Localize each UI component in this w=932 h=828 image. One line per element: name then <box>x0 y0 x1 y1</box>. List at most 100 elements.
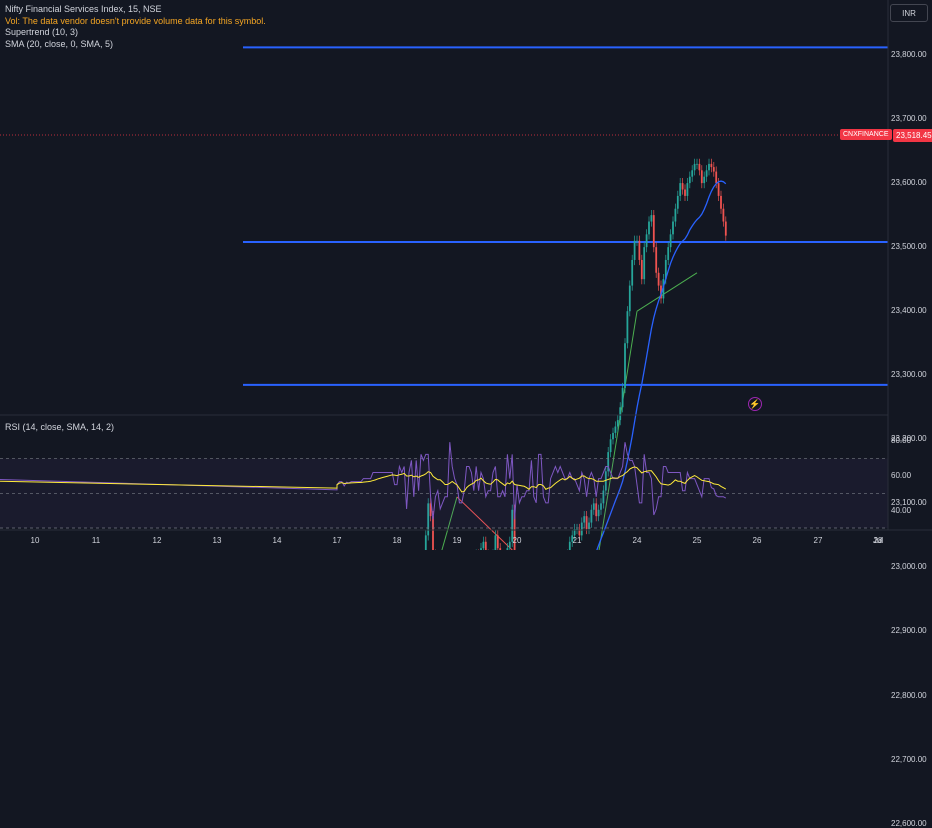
price-tick: 23,600.00 <box>891 178 927 188</box>
chart-canvas[interactable] <box>0 0 932 550</box>
candle-body <box>609 439 612 453</box>
candle-body <box>722 208 725 222</box>
price-tick: 23,800.00 <box>891 50 927 59</box>
candle-body <box>628 285 631 312</box>
candle-body <box>511 509 514 542</box>
candle-body <box>432 516 434 550</box>
candle-body <box>573 528 576 536</box>
candle-body <box>616 420 619 427</box>
candle-body <box>494 535 497 550</box>
candle-body <box>712 167 715 172</box>
candle-body <box>619 407 622 421</box>
time-axis[interactable]: 10 11 12 13 14 17 18 19 20 21 24 25 26 27 28 Jul <box>0 530 888 550</box>
chart-legend[interactable]: Nifty Financial Services Index, 15, NSE … <box>5 4 266 50</box>
candle-body <box>571 535 574 542</box>
time-tick: 11 <box>91 536 101 545</box>
candle-body <box>508 541 511 549</box>
symbol-badge: CNXFINANCE <box>840 129 892 140</box>
candle-body <box>703 176 706 184</box>
candle-body <box>643 247 646 280</box>
candle-body <box>698 163 701 171</box>
candle-body <box>655 247 658 273</box>
price-tick: 23,200.00 <box>891 434 927 444</box>
last-price-badge: 23,518.45 <box>893 129 932 142</box>
time-tick: 17 <box>332 536 342 545</box>
price-tick: 23,400.00 <box>891 306 927 316</box>
candle-body <box>720 195 722 209</box>
candle-body <box>612 432 614 440</box>
candle-body <box>645 234 648 248</box>
time-tick: 12 <box>152 536 162 545</box>
time-tick: 19 <box>452 536 462 545</box>
candle-body <box>664 259 667 280</box>
sma-line <box>596 180 727 550</box>
candle-body <box>595 503 598 517</box>
candle-body <box>602 490 605 504</box>
lightning-icon[interactable]: ⚡ <box>748 397 762 411</box>
rsi-ma-line <box>0 466 727 493</box>
candle-body <box>607 452 610 472</box>
price-tick: 22,700.00 <box>891 754 927 764</box>
time-tick: 21 <box>572 536 582 545</box>
candle-body <box>681 183 684 190</box>
time-tick: Jul <box>872 536 884 545</box>
time-tick: 20 <box>512 536 522 545</box>
time-tick: 10 <box>30 536 40 545</box>
sma-legend[interactable]: SMA (20, close, 0, SMA, 5) <box>5 38 114 49</box>
supertrend-line <box>456 496 513 550</box>
candle-body <box>604 471 607 491</box>
candle-body <box>633 240 636 260</box>
rsi-tick: 40.00 <box>891 505 912 515</box>
candle-body <box>482 541 485 549</box>
price-tick: 22,600.00 <box>891 818 927 828</box>
candle-body <box>667 247 670 260</box>
supertrend-line <box>636 272 698 312</box>
candle-body <box>621 388 624 408</box>
candle-body <box>588 522 590 529</box>
candle-body <box>710 163 713 168</box>
candle-body <box>652 215 655 248</box>
horizontal-lines[interactable] <box>0 46 888 550</box>
candle-body <box>600 503 602 510</box>
price-tick: 22,800.00 <box>891 690 927 700</box>
candle-body <box>636 240 638 242</box>
candle-body <box>691 170 694 177</box>
candle-body <box>684 189 686 196</box>
candle-body <box>580 522 583 536</box>
price-tick: 23,500.00 <box>891 242 927 252</box>
rsi-line <box>0 442 727 520</box>
time-tick: 25 <box>692 536 702 545</box>
candle-body <box>484 541 487 550</box>
rsi-tick: 60.00 <box>891 471 912 480</box>
candle-body <box>429 503 432 517</box>
candle-body <box>688 176 691 184</box>
supertrend-line <box>441 496 458 550</box>
price-tick: 23,300.00 <box>891 370 927 380</box>
supertrend-legend[interactable]: Supertrend (10, 3) <box>5 27 79 37</box>
candle-body <box>638 240 641 260</box>
time-tick: 26 <box>752 536 762 545</box>
currency-button[interactable]: INR <box>890 4 928 22</box>
candle-body <box>424 535 427 550</box>
candle-body <box>506 548 509 550</box>
price-axis[interactable]: 23,900.0023,800.0023,700.0023,600.0023,5… <box>888 0 932 828</box>
candle-body <box>693 163 696 171</box>
candle-body <box>650 215 653 222</box>
price-tick: 23,000.00 <box>891 562 927 572</box>
price-tick: 23,700.00 <box>891 114 927 124</box>
candle-body <box>717 183 720 196</box>
candle-body <box>480 548 482 550</box>
candle-body <box>674 208 677 222</box>
time-tick: 14 <box>272 536 282 545</box>
candle-body <box>676 195 679 209</box>
volume-note: Vol: The data vendor doesn't provide vol… <box>5 15 266 26</box>
time-tick: 13 <box>212 536 222 545</box>
candle-body <box>578 528 581 536</box>
candle-body <box>427 503 430 536</box>
candle-body <box>576 528 578 530</box>
symbol-title[interactable]: Nifty Financial Services Index, 15, NSE <box>5 4 162 14</box>
time-tick: 28 <box>873 536 883 545</box>
candle-body <box>583 516 586 523</box>
rsi-legend[interactable]: RSI (14, close, SMA, 14, 2) <box>5 422 115 432</box>
candle-body <box>590 509 593 523</box>
